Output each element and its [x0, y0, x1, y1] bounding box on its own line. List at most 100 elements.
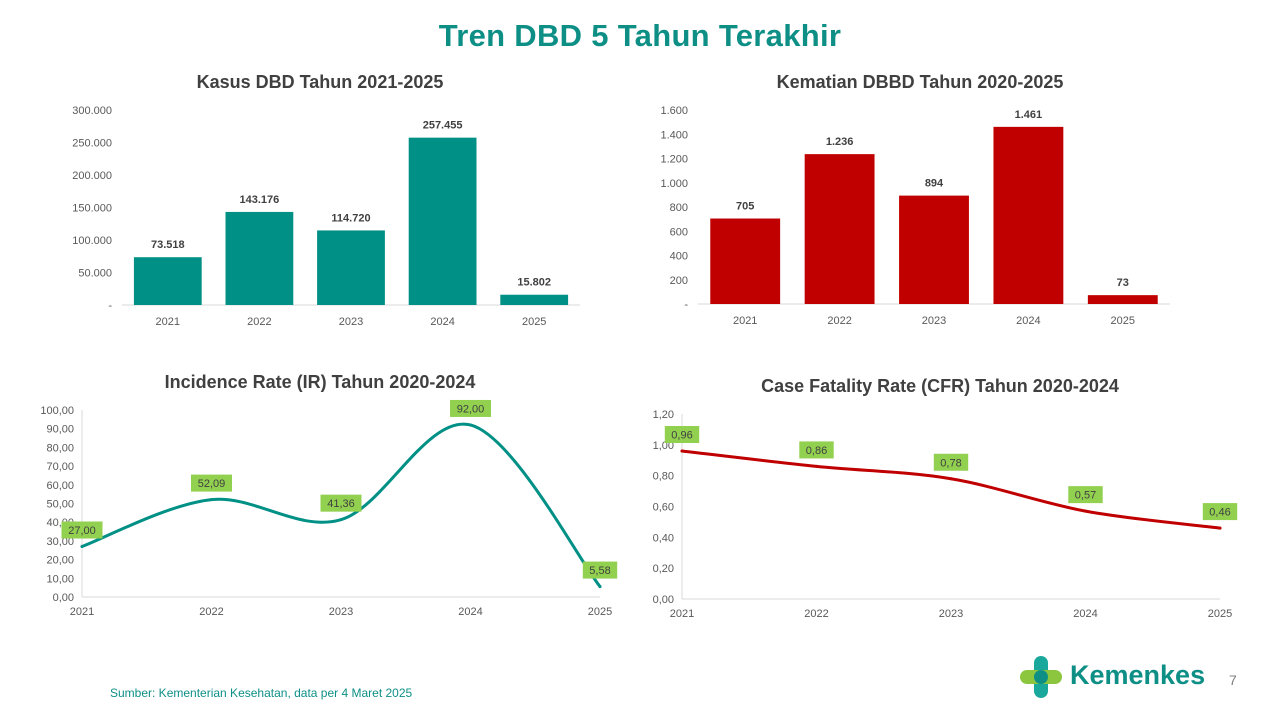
chart-plot-area: 0,0010,0020,0030,0040,0050,0060,0070,008…	[40, 399, 618, 618]
chart-title: Case Fatality Rate (CFR) Tahun 2020-2024	[761, 376, 1119, 396]
data-label: 5,58	[589, 565, 610, 577]
data-label-box	[61, 521, 103, 539]
y-tick-label: 1.200	[660, 154, 688, 166]
y-tick-label: 1.000	[660, 178, 688, 190]
data-label-box	[320, 494, 362, 512]
chart-kasus-dbd: Kasus DBD Tahun 2021-2025 - 50.000 100.000…	[40, 70, 600, 340]
x-tick-label: 2025	[588, 606, 612, 618]
bar	[500, 294, 569, 305]
data-point	[598, 585, 602, 589]
y-tick-label: 1.400	[660, 129, 688, 141]
bar-data-label: 73.518	[151, 239, 185, 251]
bar	[225, 211, 294, 305]
chart-kematian-dbd: Kematian DBBD Tahun 2020-2025 - 200 400 600…	[640, 70, 1200, 340]
bar-data-label: 143.176	[240, 194, 280, 206]
bar	[993, 126, 1064, 304]
y-tick-label: 0,00	[53, 592, 74, 604]
y-tick-label: 20,00	[46, 555, 74, 567]
y-tick-label: 600	[670, 226, 688, 238]
y-tick-label: 60,00	[46, 480, 74, 492]
y-tick-label: 0,80	[653, 471, 674, 483]
x-tick-label: 2023	[329, 606, 353, 618]
x-tick-label: 2022	[199, 606, 223, 618]
y-tick-label: 30,00	[46, 536, 74, 548]
data-point	[210, 498, 213, 502]
data-point	[469, 423, 472, 427]
bar	[317, 230, 385, 305]
data-label: 0,86	[806, 445, 827, 457]
data-label: 0,96	[671, 430, 692, 442]
data-point	[949, 477, 953, 481]
y-tick-label: 200	[670, 275, 688, 287]
y-tick-label: 10,00	[46, 573, 74, 585]
chart-plot-area: - 200 400 600 800 1.000 1.200 1.400 1.600 705 2021…	[660, 105, 1170, 327]
data-label-box	[933, 453, 969, 471]
y-tick-label: 250.000	[72, 138, 112, 150]
bar	[804, 154, 875, 304]
chart-case-fatality-rate: Case Fatality Rate (CFR) Tahun 2020-2024…	[630, 374, 1250, 630]
x-tick-label: 2022	[827, 315, 851, 327]
bar-data-label: 114.720	[331, 212, 370, 224]
bar-data-label: 15.802	[517, 277, 551, 289]
bar-data-label: 1.461	[1015, 109, 1043, 121]
data-label-box	[664, 426, 700, 443]
y-tick-label: 100.000	[72, 235, 112, 247]
logo-text: Kemenkes	[1070, 660, 1206, 690]
bar	[1087, 295, 1158, 304]
x-tick-label: 2023	[339, 316, 363, 328]
bar	[710, 218, 781, 304]
kemenkes-logo-icon	[1020, 656, 1062, 698]
y-tick-label: 70,00	[46, 461, 74, 473]
data-label: 0,57	[1075, 490, 1096, 502]
page-number: 7	[1229, 672, 1237, 688]
data-label: 92,00	[457, 403, 485, 415]
data-label-box	[1202, 503, 1238, 521]
y-tick-label: 1,20	[653, 409, 674, 421]
data-point	[1218, 526, 1222, 530]
data-point	[80, 545, 84, 549]
bar-data-label: 73	[1117, 277, 1129, 289]
x-tick-label: 2024	[1073, 608, 1097, 620]
chart-title: Kematian DBBD Tahun 2020-2025	[776, 72, 1064, 92]
bar-data-label: 257.455	[423, 120, 463, 132]
bar-data-label: 1.236	[826, 136, 854, 148]
bar-data-label: 705	[736, 201, 754, 213]
y-tick-label: 50.000	[78, 268, 112, 280]
page-title: Tren DBD 5 Tahun Terakhir	[438, 18, 842, 53]
source-note: Sumber: Kementerian Kesehatan, data per …	[110, 686, 413, 700]
y-tick-label: 50,00	[46, 499, 74, 511]
y-tick-label: 0,40	[653, 532, 674, 544]
y-tick-label: -	[108, 300, 112, 312]
y-tick-label: 0,20	[653, 563, 674, 575]
x-tick-label: 2021	[156, 316, 180, 328]
x-tick-label: 2024	[1016, 315, 1040, 327]
x-tick-label: 2023	[939, 608, 963, 620]
bar	[899, 195, 969, 304]
data-label-box	[450, 399, 491, 417]
x-tick-label: 2022	[804, 608, 828, 620]
bar-data-label: 894	[925, 178, 944, 190]
data-label: 52,09	[198, 478, 226, 490]
y-tick-label: 300.000	[72, 105, 112, 117]
x-tick-label: 2025	[1111, 315, 1135, 327]
chart-title: Kasus DBD Tahun 2021-2025	[196, 72, 444, 92]
y-tick-label: 80,00	[46, 442, 74, 454]
bar	[133, 257, 202, 305]
x-tick-label: 2022	[247, 316, 271, 328]
data-point	[339, 518, 343, 522]
y-tick-label: 400	[670, 251, 688, 263]
x-tick-label: 2024	[458, 606, 482, 618]
y-tick-label: 0,60	[653, 502, 674, 514]
x-tick-label: 2025	[1208, 608, 1232, 620]
data-label-box	[582, 561, 618, 579]
chart-title: Incidence Rate (IR) Tahun 2020-2024	[164, 372, 476, 392]
y-tick-label: 1.600	[660, 105, 688, 117]
data-point	[1084, 509, 1087, 513]
y-tick-label: -	[684, 299, 688, 311]
chart-plot-area: - 50.000 100.000 150.000 200.000 250.000 300.0…	[72, 105, 580, 328]
x-tick-label: 2021	[733, 315, 757, 327]
y-tick-label: 100,00	[40, 405, 74, 417]
y-tick-label: 90,00	[46, 424, 74, 436]
data-label: 0,78	[940, 457, 961, 469]
data-point	[680, 449, 684, 453]
